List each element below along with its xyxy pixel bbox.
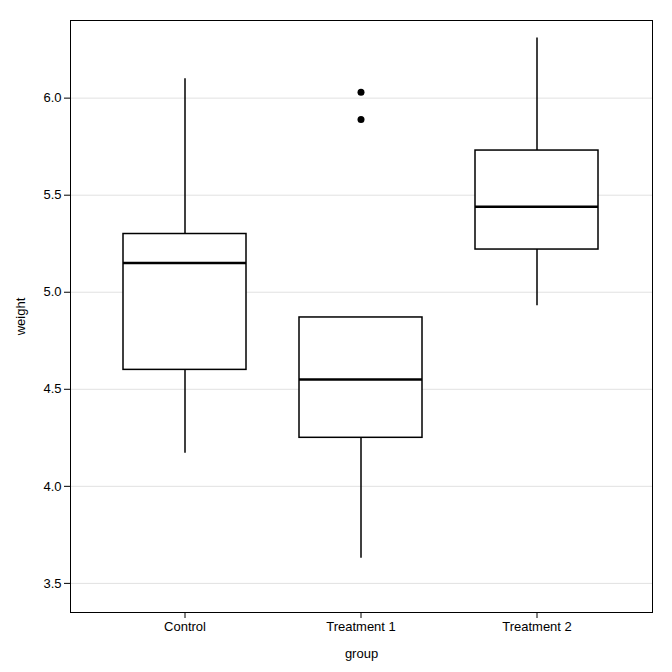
svg-text:Treatment 1: Treatment 1 [326, 619, 396, 634]
svg-text:5.0: 5.0 [43, 284, 61, 299]
svg-text:weight: weight [13, 297, 28, 336]
svg-text:3.5: 3.5 [43, 576, 61, 591]
svg-text:4.0: 4.0 [43, 478, 61, 493]
svg-text:5.5: 5.5 [43, 187, 61, 202]
svg-text:4.5: 4.5 [43, 381, 61, 396]
svg-text:Treatment 2: Treatment 2 [502, 619, 572, 634]
svg-text:Control: Control [164, 619, 206, 634]
svg-text:group: group [345, 646, 378, 661]
svg-text:6.0: 6.0 [43, 90, 61, 105]
